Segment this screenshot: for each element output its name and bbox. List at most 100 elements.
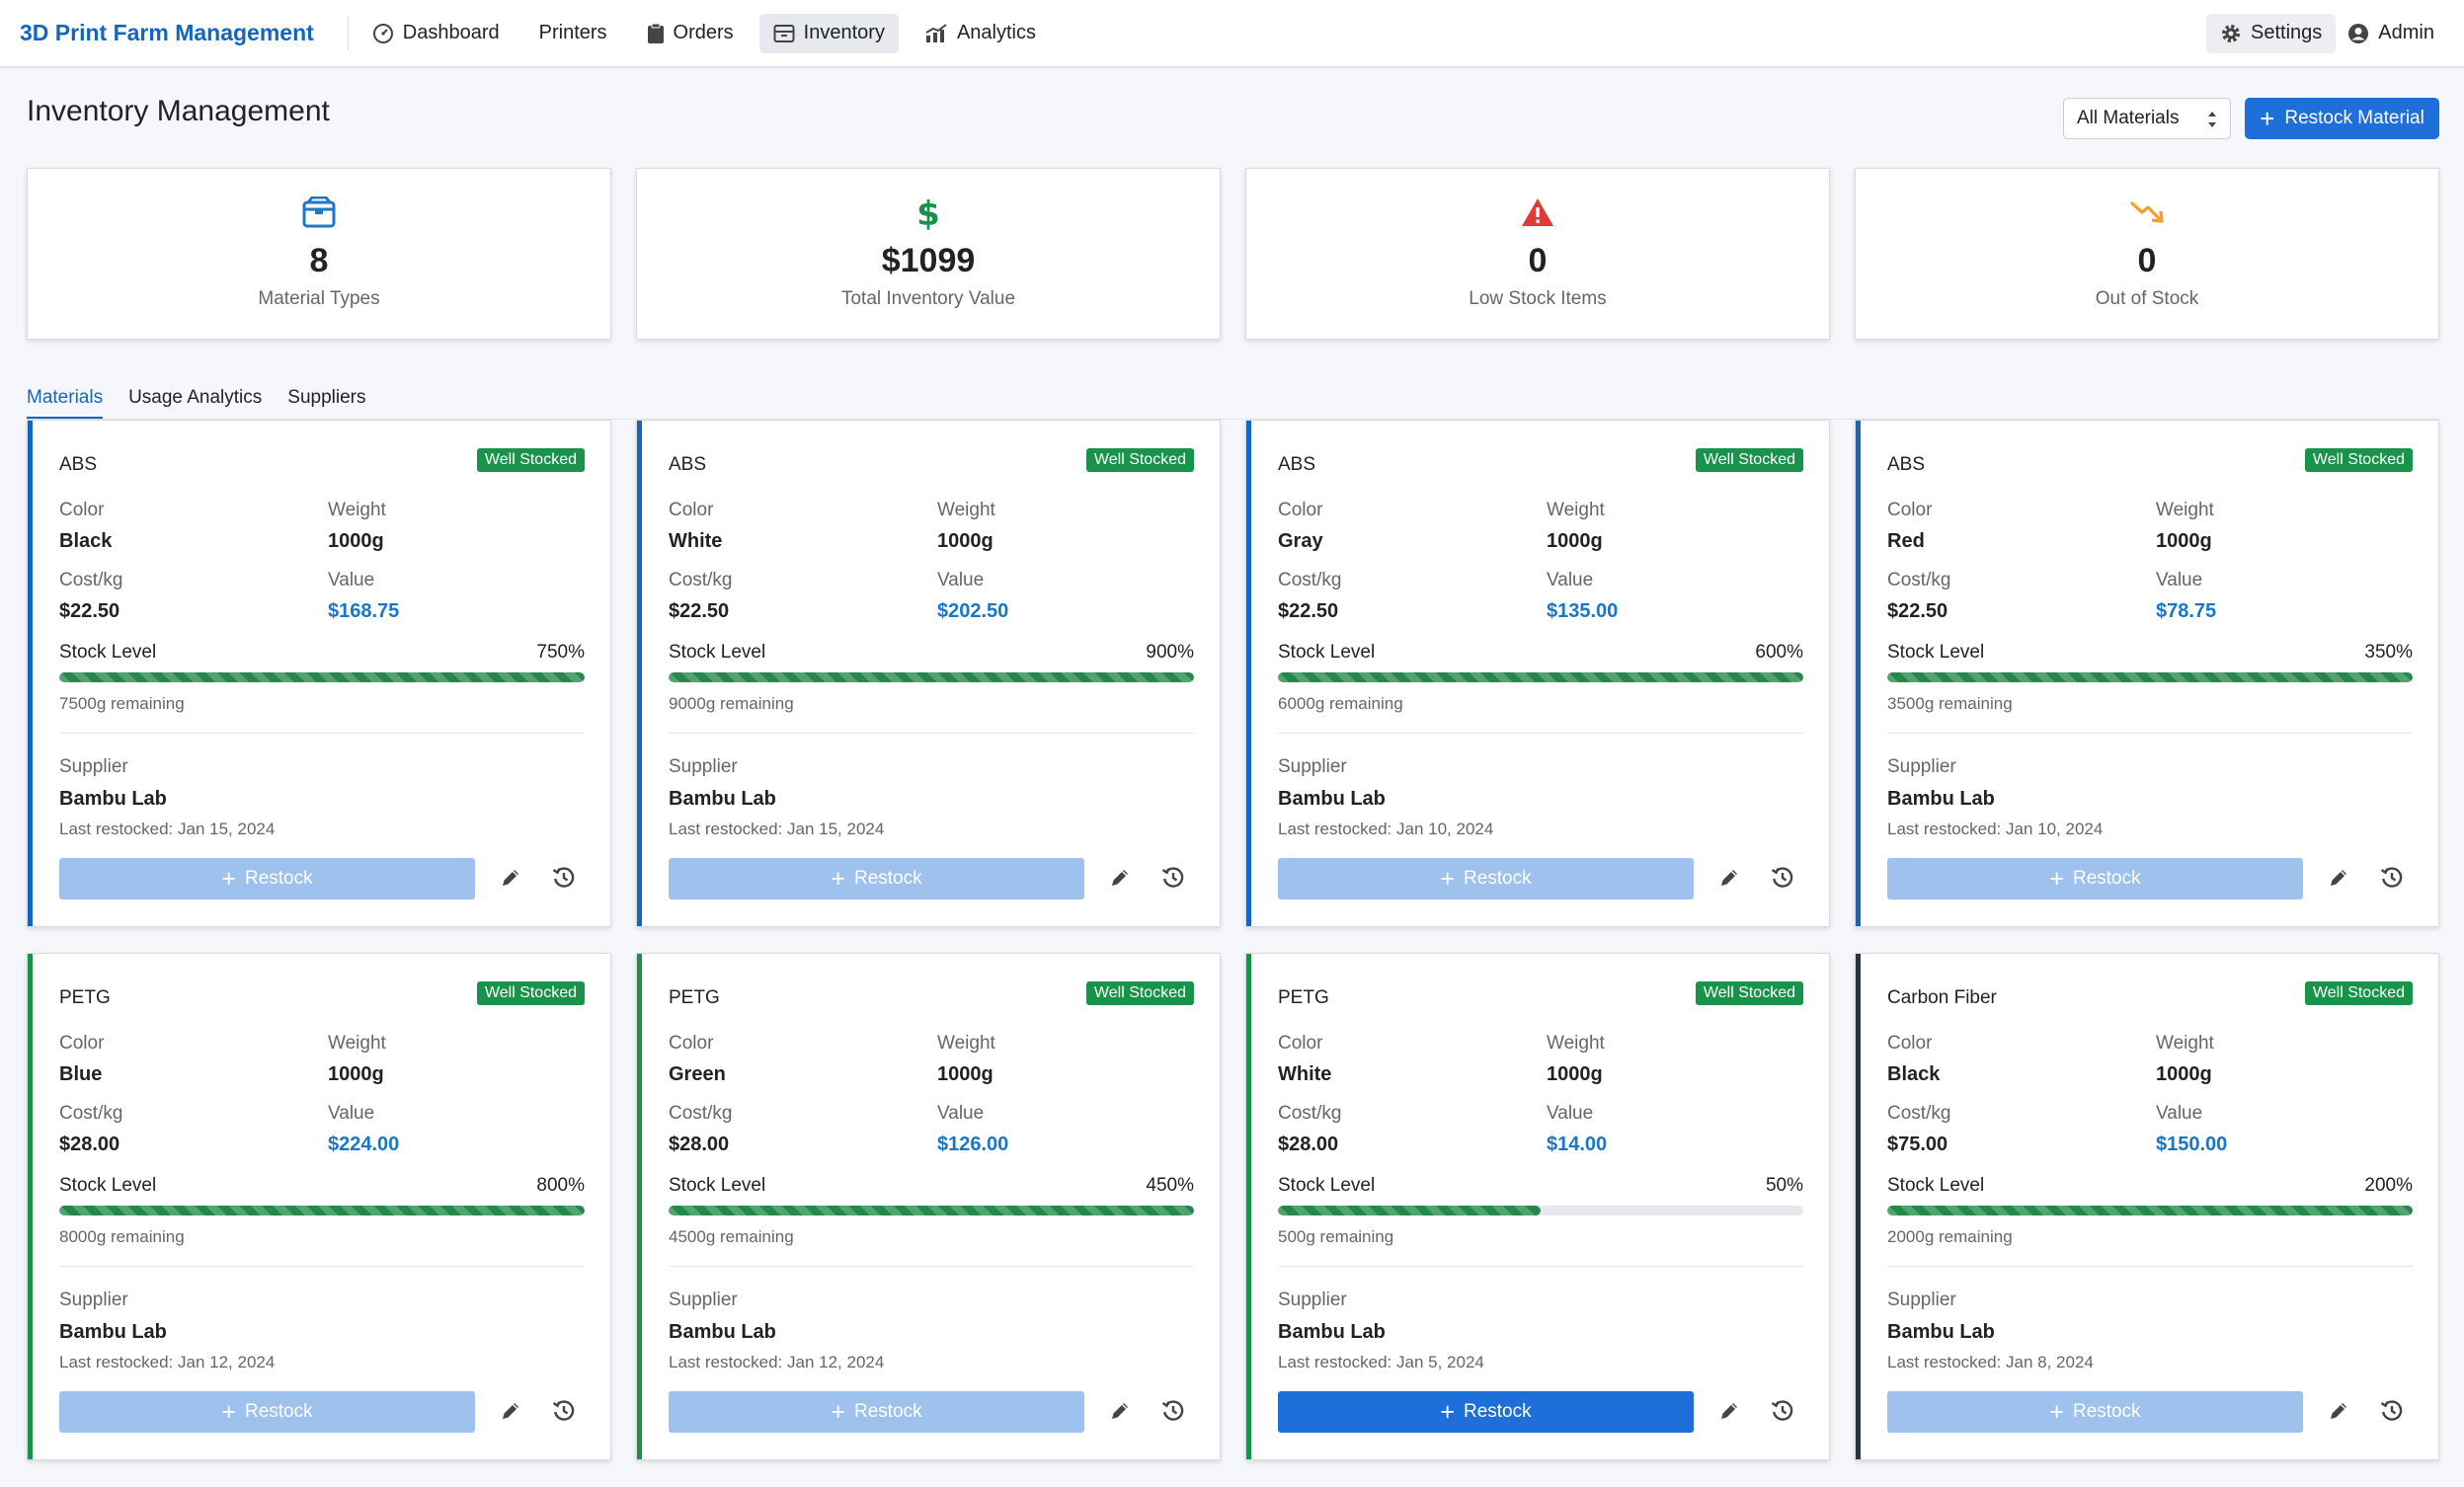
cost-value: $28.00 bbox=[1278, 1134, 1339, 1155]
stock-progress-bar bbox=[59, 1206, 585, 1215]
history-icon[interactable] bbox=[2379, 865, 2405, 891]
restock-button[interactable]: + Restock bbox=[669, 1391, 1084, 1433]
history-icon[interactable] bbox=[2379, 1398, 2405, 1424]
material-card: Carbon Fiber Well Stocked Color Weight B… bbox=[1855, 953, 2439, 1460]
pencil-icon[interactable] bbox=[500, 1400, 521, 1422]
pencil-icon[interactable] bbox=[2328, 1400, 2349, 1422]
history-icon[interactable] bbox=[1770, 1398, 1795, 1424]
weight-value: 1000g bbox=[2156, 1063, 2212, 1085]
history-icon[interactable] bbox=[1160, 865, 1186, 891]
restock-button[interactable]: + Restock bbox=[59, 1391, 475, 1433]
weight-value: 1000g bbox=[1547, 530, 1603, 552]
supplier-label: Supplier bbox=[59, 756, 128, 777]
status-badge: Well Stocked bbox=[1085, 981, 1194, 1005]
pencil-icon[interactable] bbox=[1109, 1400, 1131, 1422]
nav-analytics[interactable]: Analytics bbox=[911, 14, 1050, 53]
app-title[interactable]: 3D Print Farm Management bbox=[20, 20, 314, 45]
pencil-icon[interactable] bbox=[1718, 867, 1740, 889]
admin-menu[interactable]: Admin bbox=[2347, 22, 2434, 44]
remaining-text: 4500g remaining bbox=[669, 1227, 794, 1246]
stock-progress-fill bbox=[59, 1206, 585, 1215]
weight-label: Weight bbox=[937, 1033, 995, 1054]
cost-value: $22.50 bbox=[1887, 600, 1948, 622]
material-filter-select[interactable]: All Materials bbox=[2063, 98, 2231, 139]
pencil-icon[interactable] bbox=[1718, 1400, 1740, 1422]
tab-usage-analytics[interactable]: Usage Analytics bbox=[128, 387, 263, 408]
tab-suppliers[interactable]: Suppliers bbox=[287, 387, 366, 408]
pencil-icon[interactable] bbox=[500, 867, 521, 889]
cost-label: Cost/kg bbox=[1278, 1103, 1342, 1124]
color-label: Color bbox=[1887, 500, 1933, 520]
admin-label: Admin bbox=[2378, 22, 2434, 43]
stat-value: $1099 bbox=[881, 242, 976, 279]
restock-label: Restock bbox=[853, 1401, 922, 1422]
restock-label: Restock bbox=[1463, 1401, 1532, 1422]
weight-label: Weight bbox=[328, 1033, 386, 1054]
pencil-icon[interactable] bbox=[1109, 867, 1131, 889]
restock-button[interactable]: + Restock bbox=[669, 858, 1084, 900]
material-card: PETG Well Stocked Color Weight Blue 1000… bbox=[27, 953, 611, 1460]
stock-progress-bar bbox=[669, 1206, 1194, 1215]
settings-button[interactable]: Settings bbox=[2206, 13, 2337, 53]
cost-value: $22.50 bbox=[1278, 600, 1339, 622]
supplier-name: Bambu Lab bbox=[1278, 1321, 1386, 1343]
nav-analytics-label: Analytics bbox=[956, 22, 1036, 43]
restock-button[interactable]: + Restock bbox=[1887, 858, 2303, 900]
material-card: ABS Well Stocked Color Weight Red 1000g … bbox=[1855, 420, 2439, 927]
stat-label: Total Inventory Value bbox=[840, 288, 1016, 309]
nav-orders[interactable]: Orders bbox=[633, 14, 748, 53]
stock-level-percent: 750% bbox=[536, 642, 585, 663]
weight-label: Weight bbox=[328, 500, 386, 520]
warning-icon bbox=[1522, 198, 1553, 226]
restock-button[interactable]: + Restock bbox=[1887, 1391, 2303, 1433]
restock-material-button[interactable]: + Restock Material bbox=[2245, 98, 2439, 139]
tabs-divider bbox=[27, 419, 2439, 420]
card-accent-stripe bbox=[1856, 421, 1861, 926]
remaining-text: 8000g remaining bbox=[59, 1227, 185, 1246]
stock-level-label: Stock Level bbox=[669, 1175, 766, 1196]
restock-button[interactable]: + Restock bbox=[1278, 1391, 1694, 1433]
status-badge: Well Stocked bbox=[1695, 981, 1803, 1005]
remaining-text: 2000g remaining bbox=[1887, 1227, 2013, 1246]
pencil-icon[interactable] bbox=[2328, 867, 2349, 889]
card-accent-stripe bbox=[1856, 954, 1861, 1459]
material-name: ABS bbox=[1887, 454, 1926, 475]
material-name: PETG bbox=[669, 987, 720, 1008]
restock-button[interactable]: + Restock bbox=[1278, 858, 1694, 900]
restock-label: Restock bbox=[244, 1401, 313, 1422]
last-restocked: Last restocked: Jan 10, 2024 bbox=[1278, 820, 1494, 838]
stock-level-label: Stock Level bbox=[1278, 642, 1376, 663]
weight-value: 1000g bbox=[937, 1063, 994, 1085]
cost-value: $28.00 bbox=[669, 1134, 730, 1155]
restock-button[interactable]: + Restock bbox=[59, 858, 475, 900]
material-name: ABS bbox=[59, 454, 98, 475]
supplier-label: Supplier bbox=[1278, 756, 1347, 777]
stock-progress-fill bbox=[669, 672, 1194, 682]
card-divider bbox=[59, 1266, 585, 1267]
nav-inventory[interactable]: Inventory bbox=[758, 13, 899, 53]
stock-level-label: Stock Level bbox=[1278, 1175, 1376, 1196]
tab-materials[interactable]: Materials bbox=[27, 387, 104, 419]
history-icon[interactable] bbox=[551, 865, 577, 891]
stock-level-label: Stock Level bbox=[59, 642, 157, 663]
status-badge: Well Stocked bbox=[476, 981, 585, 1005]
card-divider bbox=[1278, 733, 1803, 734]
history-icon[interactable] bbox=[1160, 1398, 1186, 1424]
supplier-name: Bambu Lab bbox=[1278, 788, 1386, 810]
plus-icon: + bbox=[831, 864, 845, 893]
nav-printers[interactable]: Printers bbox=[525, 14, 621, 53]
history-icon[interactable] bbox=[551, 1398, 577, 1424]
color-value: Green bbox=[669, 1063, 726, 1085]
restock-label: Restock bbox=[2072, 1401, 2141, 1422]
last-restocked: Last restocked: Jan 5, 2024 bbox=[1278, 1353, 1484, 1371]
material-card: PETG Well Stocked Color Weight Green 100… bbox=[636, 953, 1221, 1460]
material-name: Carbon Fiber bbox=[1887, 987, 1997, 1008]
history-icon[interactable] bbox=[1770, 865, 1795, 891]
weight-label: Weight bbox=[2156, 1033, 2214, 1054]
nav-dashboard[interactable]: Dashboard bbox=[358, 14, 514, 53]
card-accent-stripe bbox=[637, 421, 642, 926]
cost-label: Cost/kg bbox=[669, 570, 733, 590]
cost-value: $28.00 bbox=[59, 1134, 120, 1155]
last-restocked: Last restocked: Jan 15, 2024 bbox=[59, 820, 276, 838]
stock-level-percent: 200% bbox=[2364, 1175, 2413, 1196]
